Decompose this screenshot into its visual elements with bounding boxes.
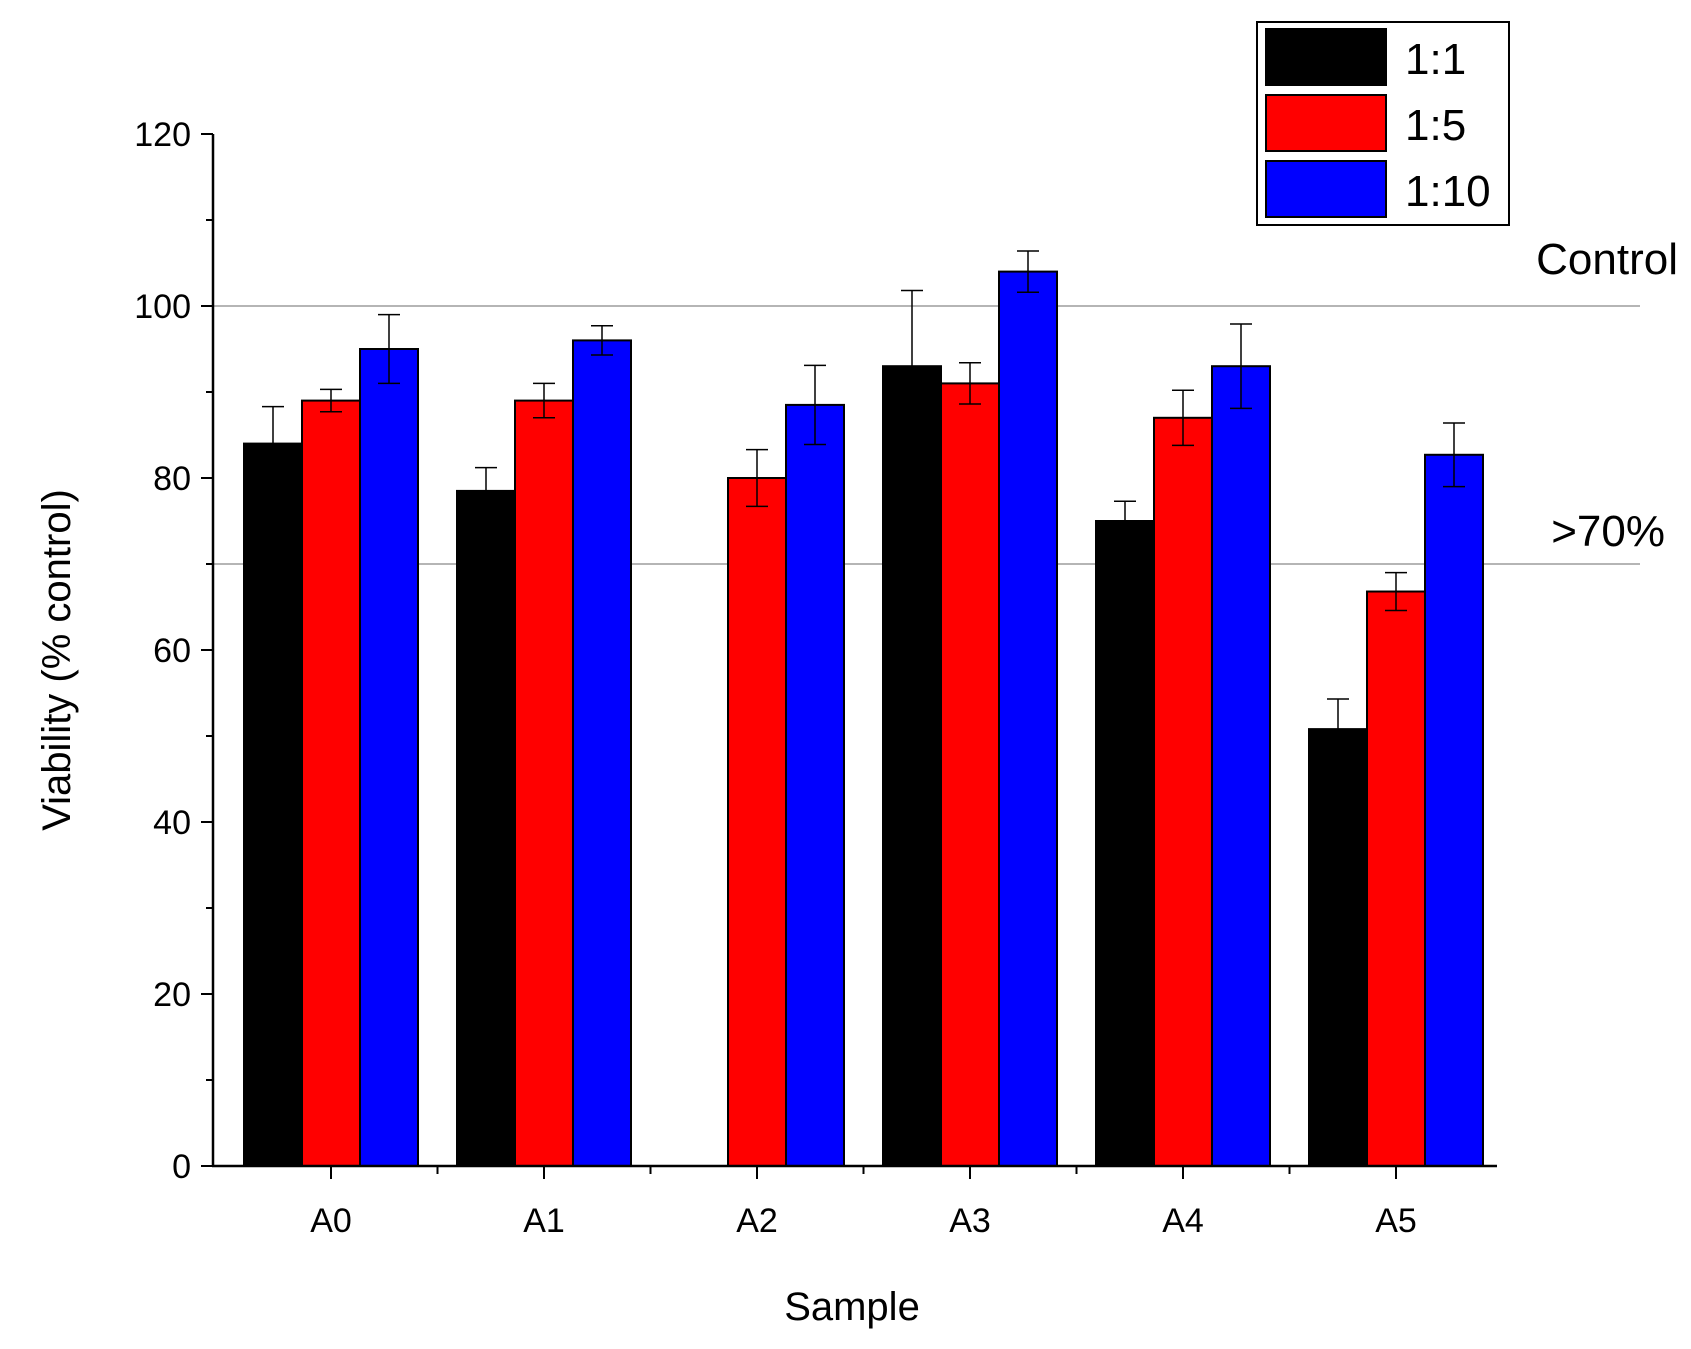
bar-A0-1-5: [301, 399, 361, 1168]
bar-A1-1-1: [456, 489, 516, 1167]
x-axis-ticks: A0 A1 A2 A3 A4 A5: [310, 1166, 1417, 1240]
reference-label-100: Control: [1536, 235, 1678, 284]
bar-A0-1-10: [359, 348, 419, 1167]
y-tick-label-80: 80: [153, 460, 191, 498]
legend-swatch-1-1: [1265, 28, 1387, 86]
bar-A3-1-5: [940, 382, 1000, 1167]
error-bar-A0-1-1: [262, 405, 284, 482]
bar-A2-1-10: [785, 403, 845, 1167]
x-axis-title: Sample: [784, 1285, 920, 1329]
legend: 1:1 1:5 1:10: [1256, 21, 1510, 226]
y-tick-label-60: 60: [153, 632, 191, 670]
reference-label-70: >70%: [1551, 507, 1665, 556]
bar-A4-1-5: [1153, 416, 1213, 1167]
error-bars-layer: [262, 250, 1465, 760]
legend-swatch-1-5: [1265, 94, 1387, 152]
legend-label-1-10: 1:10: [1405, 167, 1491, 216]
y-tick-label-0: 0: [172, 1148, 191, 1186]
bar-A3-1-1: [882, 365, 942, 1167]
error-bar-A0-1-5: [320, 388, 342, 413]
legend-swatch-1-10: [1265, 160, 1387, 218]
error-bar-A1-1-1: [475, 466, 497, 515]
error-bar-A1-1-5: [533, 382, 555, 419]
bar-A4-1-1: [1095, 520, 1155, 1167]
error-bar-A3-1-10: [1017, 250, 1039, 293]
x-tick-label-A1: A1: [523, 1202, 565, 1240]
y-tick-label-120: 120: [134, 116, 191, 154]
error-bar-A2-1-5: [746, 448, 768, 508]
bar-A2-1-5: [727, 477, 787, 1167]
bar-A1-1-5: [514, 399, 574, 1168]
bar-A0-1-1: [243, 442, 303, 1168]
legend-label-1-1: 1:1: [1405, 35, 1466, 84]
legend-label-1-5: 1:5: [1405, 101, 1466, 150]
error-bar-A5-1-1: [1327, 698, 1349, 760]
error-bar-A4-1-5: [1172, 389, 1194, 447]
error-bar-A0-1-10: [378, 313, 400, 385]
bar-A1-1-10: [572, 339, 632, 1167]
error-bar-A3-1-5: [959, 362, 981, 405]
x-tick-label-A2: A2: [736, 1202, 778, 1240]
bar-A5-1-5: [1366, 590, 1426, 1167]
error-bar-A1-1-10: [591, 325, 613, 356]
error-bar-A5-1-5: [1385, 571, 1407, 612]
y-axis-ticks: 0 20 40 60 80 100 120: [134, 116, 213, 1186]
bar-A5-1-10: [1424, 453, 1484, 1167]
bar-A4-1-10: [1211, 365, 1271, 1167]
error-bar-A5-1-10: [1443, 422, 1465, 488]
y-tick-label-100: 100: [134, 288, 191, 326]
bar-A5-1-1: [1308, 728, 1368, 1167]
y-axis-title: Viability (% control): [35, 489, 79, 831]
x-tick-label-A4: A4: [1162, 1202, 1204, 1240]
x-tick-label-A5: A5: [1375, 1202, 1417, 1240]
error-bar-A4-1-10: [1230, 323, 1252, 410]
error-bar-A3-1-1: [901, 289, 923, 443]
x-tick-label-A0: A0: [310, 1202, 352, 1240]
x-tick-label-A3: A3: [949, 1202, 991, 1240]
error-bar-A2-1-10: [804, 364, 826, 446]
error-bar-A4-1-1: [1114, 500, 1136, 542]
y-tick-label-20: 20: [153, 976, 191, 1014]
y-tick-label-40: 40: [153, 804, 191, 842]
bars-layer: [243, 270, 1484, 1168]
bar-A3-1-10: [998, 270, 1058, 1168]
